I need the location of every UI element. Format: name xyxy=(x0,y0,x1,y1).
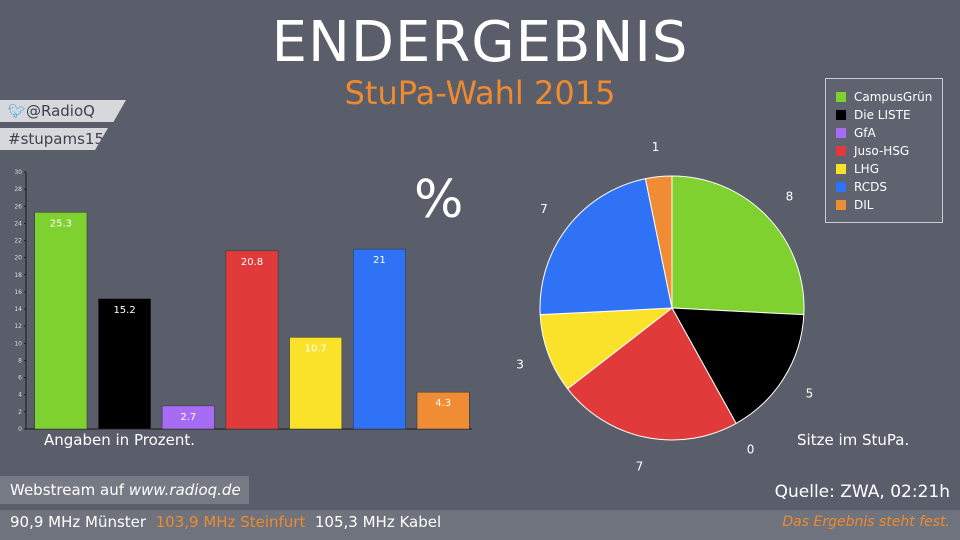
y-tick-label: 24 xyxy=(14,220,22,227)
pie-value-label: 0 xyxy=(747,443,755,457)
legend-item: Juso-HSG xyxy=(836,142,942,160)
webstream-link[interactable]: www.radioq.de xyxy=(128,481,241,499)
legend-item: DIL xyxy=(836,196,942,214)
y-tick-label: 26 xyxy=(14,203,22,210)
y-tick-label: 28 xyxy=(14,186,22,193)
pie-slice-5 xyxy=(539,178,673,316)
legend: CampusGrün Die LISTE GfA Juso-HSG LHG RCDS DIL xyxy=(825,78,943,223)
pie-chart-note: Sitze im StuPa. xyxy=(797,431,910,449)
legend-item: GfA xyxy=(836,124,942,142)
pie-value-label: 8 xyxy=(786,189,794,203)
legend-item: RCDS xyxy=(836,178,942,196)
y-tick-label: 2 xyxy=(18,409,22,416)
legend-swatch xyxy=(836,200,846,210)
legend-label: GfA xyxy=(854,126,876,140)
y-tick-label: 8 xyxy=(18,357,22,364)
legend-item: Die LISTE xyxy=(836,106,942,124)
final-result-note: Das Ergebnis steht fest. xyxy=(782,514,950,530)
bar-value-label: 10.7 xyxy=(305,343,327,354)
pie-slice-1 xyxy=(671,307,805,425)
bar-chart-note: Angaben in Prozent. xyxy=(44,431,196,449)
webstream-prefix: Webstream auf xyxy=(10,481,129,499)
legend-swatch xyxy=(836,164,846,174)
bar-value-label: 20.8 xyxy=(241,257,263,268)
page-title: ENDERGEBNIS xyxy=(271,10,689,75)
y-tick-label: 18 xyxy=(14,272,22,279)
page-subtitle: StuPa-Wahl 2015 xyxy=(344,74,616,112)
bar-4 xyxy=(289,337,343,430)
pie-slice-0 xyxy=(671,175,805,316)
legend-swatch xyxy=(836,92,846,102)
legend-label: Die LISTE xyxy=(854,108,911,122)
legend-swatch xyxy=(836,146,846,156)
freq-steinfurt: 103,9 MHz Steinfurt xyxy=(155,513,306,531)
bar-3 xyxy=(225,250,279,430)
pie-slice-6 xyxy=(644,175,673,309)
y-tick-label: 4 xyxy=(18,392,22,399)
bar-chart-title: % xyxy=(414,170,464,230)
twitter-handle: @RadioQ xyxy=(26,102,95,120)
legend-swatch xyxy=(836,110,846,120)
y-tick-label: 16 xyxy=(14,289,22,296)
freq-muenster: 90,9 MHz Münster xyxy=(10,513,147,531)
hashtag-tag[interactable]: #stupams15 xyxy=(0,128,108,150)
legend-swatch xyxy=(836,128,846,138)
pie-value-label: 5 xyxy=(806,387,814,401)
legend-item: LHG xyxy=(836,160,942,178)
pie-value-label: 7 xyxy=(636,460,644,474)
twitter-tag[interactable]: 🐦︎@RadioQ xyxy=(0,100,126,122)
bar-2 xyxy=(161,405,215,430)
legend-label: DIL xyxy=(854,198,874,212)
freq-kabel: 105,3 MHz Kabel xyxy=(314,513,442,531)
bar-5 xyxy=(353,248,406,430)
y-tick-label: 0 xyxy=(18,426,22,433)
bar-1 xyxy=(98,298,151,430)
bar-value-label: 25.3 xyxy=(50,218,72,229)
legend-label: CampusGrün xyxy=(854,90,933,104)
y-tick-label: 14 xyxy=(14,306,22,313)
twitter-bird-icon: 🐦︎ xyxy=(8,104,26,120)
pie-value-label: 3 xyxy=(516,357,524,371)
frequency-list: 90,9 MHz Münster 103,9 MHz Steinfurt 105… xyxy=(10,513,441,531)
y-tick-label: 22 xyxy=(14,238,22,245)
bar-6 xyxy=(416,391,470,430)
bar-0 xyxy=(34,212,88,430)
bar-value-label: 15.2 xyxy=(113,305,135,316)
pie-slice-4 xyxy=(539,307,674,390)
bar-value-label: 4.3 xyxy=(435,398,451,409)
y-tick-label: 6 xyxy=(18,375,22,382)
pie-value-label: 7 xyxy=(540,202,548,216)
pie-slice-3 xyxy=(566,307,737,441)
y-tick-label: 30 xyxy=(14,169,22,176)
y-tick-label: 10 xyxy=(14,340,22,347)
legend-label: LHG xyxy=(854,162,880,176)
bar-value-label: 2.7 xyxy=(180,412,196,423)
source-label: Quelle: ZWA, 02:21h xyxy=(774,482,950,502)
legend-label: Juso-HSG xyxy=(854,144,910,158)
y-tick-label: 20 xyxy=(14,255,22,262)
hashtag-label: #stupams15 xyxy=(8,130,104,148)
webstream-banner[interactable]: Webstream auf www.radioq.de xyxy=(0,476,249,504)
legend-swatch xyxy=(836,182,846,192)
legend-label: RCDS xyxy=(854,180,887,194)
pie-value-label: 1 xyxy=(652,140,660,154)
bar-value-label: 21 xyxy=(373,255,386,266)
frequency-bar xyxy=(0,510,960,540)
y-tick-label: 12 xyxy=(14,323,22,330)
legend-item: CampusGrün xyxy=(836,88,942,106)
